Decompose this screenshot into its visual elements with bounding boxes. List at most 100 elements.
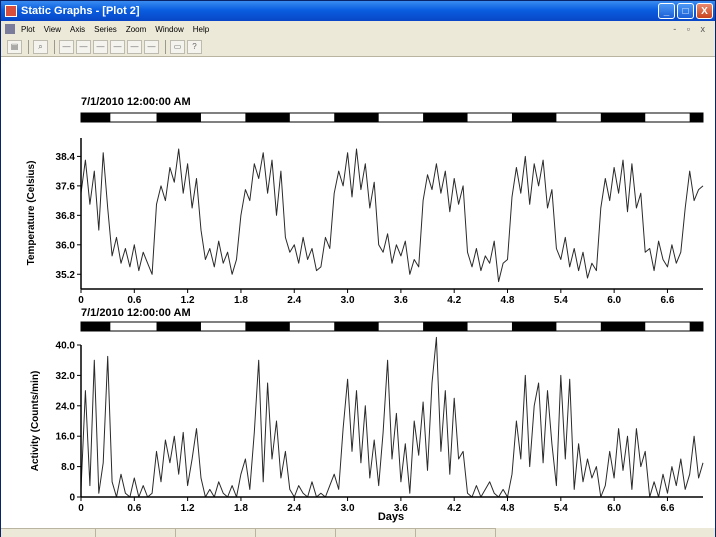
activity-plot: 7/1/2010 12:00:00 AM 0 0.6 1.2 1.8 2.4 3.0 3.6…	[30, 307, 704, 523]
menu-axis[interactable]: Axis	[70, 24, 86, 34]
window-title: Static Graphs - [Plot 2]	[21, 5, 140, 17]
x-tick-label: 4.2	[447, 295, 461, 306]
toolbar: ▤ ⌕ — — — — — — ▭ ?	[1, 37, 715, 57]
axis-icon[interactable]: —	[59, 39, 74, 54]
title-bar[interactable]: Static Graphs - [Plot 2] _ □ X	[1, 1, 715, 21]
x-tick-label: 2.4	[287, 295, 301, 306]
status-bar	[1, 528, 715, 537]
dark-phase-segment	[81, 113, 111, 122]
magnifier-icon[interactable]: ⌕	[33, 39, 48, 54]
status-pane	[256, 528, 336, 537]
x-tick-label: 6.0	[607, 503, 621, 514]
copy-icon[interactable]: ▭	[170, 39, 185, 54]
y-tick-label: 37.6	[56, 181, 76, 192]
toolbar-separator	[165, 39, 166, 54]
help-pointer-icon[interactable]: ?	[187, 39, 202, 54]
x-tick-label: 2.4	[287, 503, 301, 514]
plot-area: 7/1/2010 12:00:00 AM 0 0.6 1.2 1.8 2.4 3.0 3.6…	[1, 58, 715, 528]
dark-phase-segment	[334, 113, 379, 122]
dark-phase-segment	[511, 322, 557, 331]
axis-icon[interactable]: —	[110, 39, 125, 54]
status-pane	[1, 528, 96, 537]
menu-window[interactable]: Window	[155, 24, 184, 34]
y-tick-label: 0	[69, 493, 75, 504]
x-tick-label: 0	[78, 503, 84, 514]
menu-bar: Plot View Axis Series Zoom Window Help -…	[1, 21, 715, 37]
y-tick-label: 40.0	[56, 341, 76, 352]
temperature-plot: 7/1/2010 12:00:00 AM 0 0.6 1.2 1.8 2.4 3.0 3.6…	[26, 96, 704, 306]
y-tick-labels: 40.0 32.0 24.0 16.0 8.0 0	[56, 341, 81, 504]
menu-plot[interactable]: Plot	[21, 24, 35, 34]
x-tick-labels: 0 0.6 1.2 1.8 2.4 3.0 3.6 4.2 4.8 5.4 6.0 6.6	[78, 497, 675, 514]
dark-phase-segment	[689, 322, 703, 331]
x-tick-label: 3.6	[394, 295, 408, 306]
minimize-button[interactable]: _	[658, 3, 675, 19]
y-axis-label: Temperature (Celsius)	[26, 161, 37, 266]
y-tick-label: 36.8	[56, 211, 76, 222]
y-tick-label: 16.0	[56, 432, 76, 443]
plot-start-date: 7/1/2010 12:00:00 AM	[81, 96, 191, 108]
series-line	[80, 336, 704, 498]
status-pane	[416, 528, 496, 537]
y-tick-labels: 38.4 37.6 36.8 36.0 35.2	[56, 152, 81, 281]
menu-series[interactable]: Series	[94, 24, 117, 34]
axis-icon[interactable]: —	[127, 39, 142, 54]
x-tick-label: 0	[78, 295, 84, 306]
x-tick-label: 4.8	[501, 503, 515, 514]
axis-icon[interactable]: —	[93, 39, 108, 54]
activity-trace	[80, 336, 704, 498]
x-axis-label: Days	[378, 511, 404, 523]
light-dark-bar	[80, 112, 704, 123]
mdi-child-controls[interactable]: - ▫ x	[673, 24, 709, 34]
menu-zoom[interactable]: Zoom	[125, 24, 147, 34]
toolbar-separator	[54, 39, 55, 54]
plot-start-date: 7/1/2010 12:00:00 AM	[81, 307, 191, 319]
menu-help[interactable]: Help	[192, 24, 210, 34]
y-tick-label: 36.0	[56, 240, 76, 251]
dark-phase-segment	[156, 322, 201, 331]
y-tick-label: 38.4	[56, 152, 76, 163]
x-tick-label: 5.4	[554, 295, 568, 306]
dark-phase-segment	[511, 113, 557, 122]
y-tick-label: 35.2	[56, 270, 76, 281]
y-tick-label: 8.0	[61, 462, 75, 473]
printer-icon[interactable]: ▤	[7, 39, 22, 54]
dark-phase-segment	[156, 113, 201, 122]
close-button[interactable]: X	[696, 3, 713, 19]
y-axis-label: Activity (Counts/min)	[30, 371, 41, 472]
status-pane	[96, 528, 176, 537]
x-tick-label: 4.8	[501, 295, 515, 306]
axis-icon[interactable]: —	[144, 39, 159, 54]
x-tick-label: 6.6	[661, 503, 675, 514]
dark-phase-segment	[423, 113, 468, 122]
dark-phase-segment	[689, 113, 703, 122]
dark-phase-segment	[600, 322, 646, 331]
series-line	[80, 148, 704, 283]
y-tick-label: 32.0	[56, 371, 76, 382]
menu-view[interactable]: View	[43, 24, 61, 34]
dark-phase-segment	[423, 322, 468, 331]
plots-canvas: 7/1/2010 12:00:00 AM 0 0.6 1.2 1.8 2.4 3.0 3.6…	[26, 96, 704, 523]
x-tick-label: 3.6	[394, 503, 408, 514]
x-tick-label: 1.8	[234, 295, 248, 306]
x-tick-label: 0.6	[127, 503, 141, 514]
axis-icon[interactable]: —	[76, 39, 91, 54]
light-dark-bar	[80, 321, 704, 332]
x-tick-label: 6.6	[661, 295, 675, 306]
x-tick-label: 3.0	[341, 295, 355, 306]
app-icon	[5, 5, 17, 17]
y-tick-label: 24.0	[56, 401, 76, 412]
x-tick-label: 3.0	[341, 503, 355, 514]
x-tick-label: 1.2	[181, 295, 195, 306]
x-tick-labels: 0 0.6 1.2 1.8 2.4 3.0 3.6 4.2 4.8 5.4 6.0 6.6	[78, 289, 675, 306]
dark-phase-segment	[81, 322, 111, 331]
x-tick-label: 6.0	[607, 295, 621, 306]
document-icon[interactable]	[5, 24, 15, 34]
x-tick-label: 0.6	[127, 295, 141, 306]
x-tick-label: 5.4	[554, 503, 568, 514]
maximize-button[interactable]: □	[677, 3, 694, 19]
dark-phase-segment	[334, 322, 379, 331]
dark-phase-segment	[245, 322, 290, 331]
x-tick-label: 1.2	[181, 503, 195, 514]
